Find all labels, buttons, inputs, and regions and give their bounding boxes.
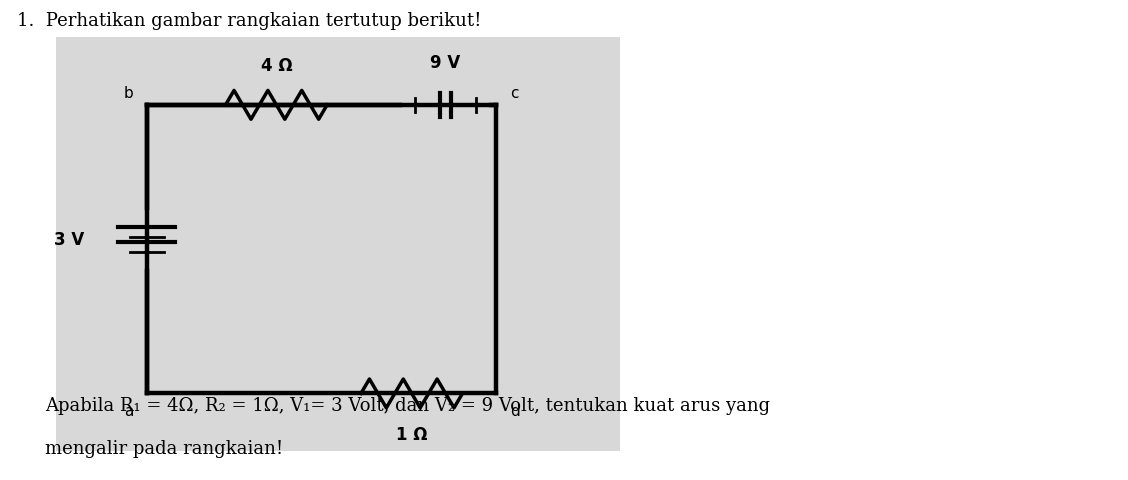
Text: 9 V: 9 V: [431, 54, 460, 72]
Text: 1 Ω: 1 Ω: [396, 425, 428, 443]
Text: d: d: [510, 403, 520, 418]
Text: c: c: [510, 86, 519, 101]
Text: Apabila R₁ = 4Ω, R₂ = 1Ω, V₁= 3 Volt, dan V₂ = 9 Volt, tentukan kuat arus yang: Apabila R₁ = 4Ω, R₂ = 1Ω, V₁= 3 Volt, da…: [45, 396, 770, 414]
FancyBboxPatch shape: [56, 38, 620, 451]
Text: mengalir pada rangkaian!: mengalir pada rangkaian!: [45, 439, 283, 457]
Text: b: b: [123, 86, 133, 101]
Text: 3 V: 3 V: [54, 231, 85, 249]
Text: 4 Ω: 4 Ω: [261, 57, 292, 74]
Text: a: a: [124, 403, 133, 418]
Text: 1.  Perhatikan gambar rangkaian tertutup berikut!: 1. Perhatikan gambar rangkaian tertutup …: [17, 12, 482, 30]
